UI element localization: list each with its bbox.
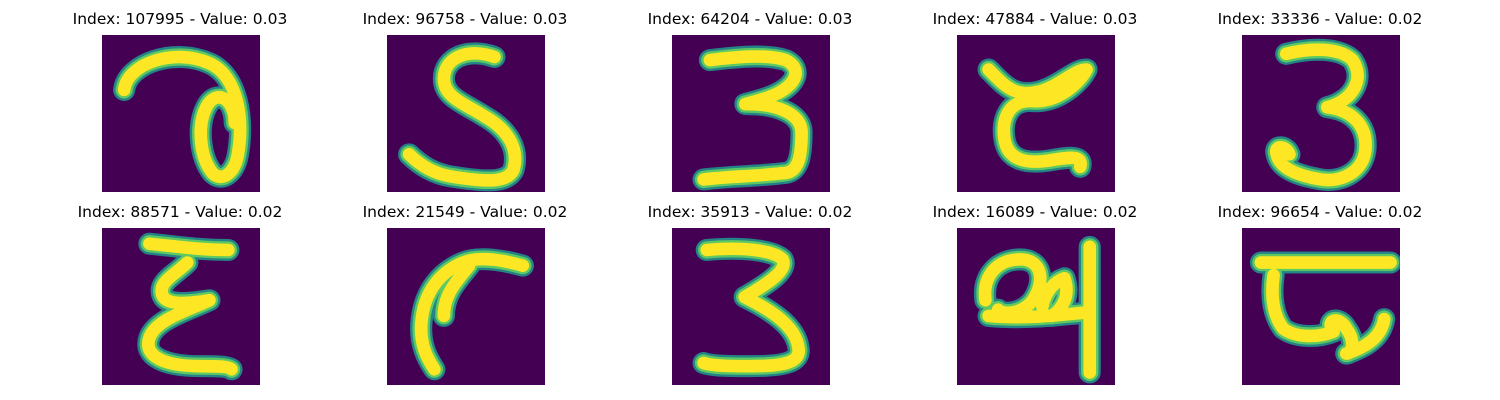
digit-image (102, 35, 260, 192)
panel-title: Index: 88571 - Value: 0.02 (77, 203, 283, 221)
digit-stroke-layer-3 (982, 63, 1093, 174)
panel-10: Index: 96654 - Value: 0.02 (1170, 193, 1470, 385)
panel-title: Index: 64204 - Value: 0.03 (647, 10, 853, 28)
panel-1: Index: 107995 - Value: 0.03 (30, 0, 330, 192)
panel-title: Index: 16089 - Value: 0.02 (932, 203, 1138, 221)
digit-stroke-layer-3 (697, 242, 805, 373)
digit-image (387, 228, 545, 385)
panel-title: Index: 21549 - Value: 0.02 (362, 203, 568, 221)
panel-title: Index: 96654 - Value: 0.02 (1217, 203, 1423, 221)
digit-stroke-layer-3 (1254, 256, 1397, 360)
digit-image (672, 35, 830, 192)
panel-8: Index: 35913 - Value: 0.02 (600, 193, 900, 385)
panel-title: Index: 96758 - Value: 0.03 (362, 10, 568, 28)
digit-stroke-layer-3 (117, 50, 247, 184)
digit-image (957, 228, 1115, 385)
digit-image (672, 228, 830, 385)
digit-image (102, 228, 260, 385)
digit-stroke-layer-3 (414, 252, 530, 376)
digit-image (387, 35, 545, 192)
digit-stroke-layer-3 (142, 237, 238, 376)
panel-title: Index: 35913 - Value: 0.02 (647, 203, 853, 221)
panel-title: Index: 47884 - Value: 0.03 (932, 10, 1138, 28)
panel-7: Index: 21549 - Value: 0.02 (315, 193, 615, 385)
panel-5: Index: 33336 - Value: 0.02 (1170, 0, 1470, 192)
panel-2: Index: 96758 - Value: 0.03 (315, 0, 615, 192)
digit-stroke-layer-3 (402, 47, 522, 187)
panel-title: Index: 33336 - Value: 0.02 (1217, 10, 1423, 28)
digit-stroke-layer-3 (1270, 43, 1372, 187)
digit-stroke-layer-3 (697, 50, 808, 186)
panel-4: Index: 47884 - Value: 0.03 (885, 0, 1185, 192)
panel-title: Index: 107995 - Value: 0.03 (72, 10, 288, 28)
digit-image (1242, 228, 1400, 385)
panel-6: Index: 88571 - Value: 0.02 (30, 193, 330, 385)
panel-9: Index: 16089 - Value: 0.02 (885, 193, 1185, 385)
digit-image (957, 35, 1115, 192)
digit-stroke-layer-3 (978, 240, 1097, 379)
panel-3: Index: 64204 - Value: 0.03 (600, 0, 900, 192)
digit-image (1242, 35, 1400, 192)
